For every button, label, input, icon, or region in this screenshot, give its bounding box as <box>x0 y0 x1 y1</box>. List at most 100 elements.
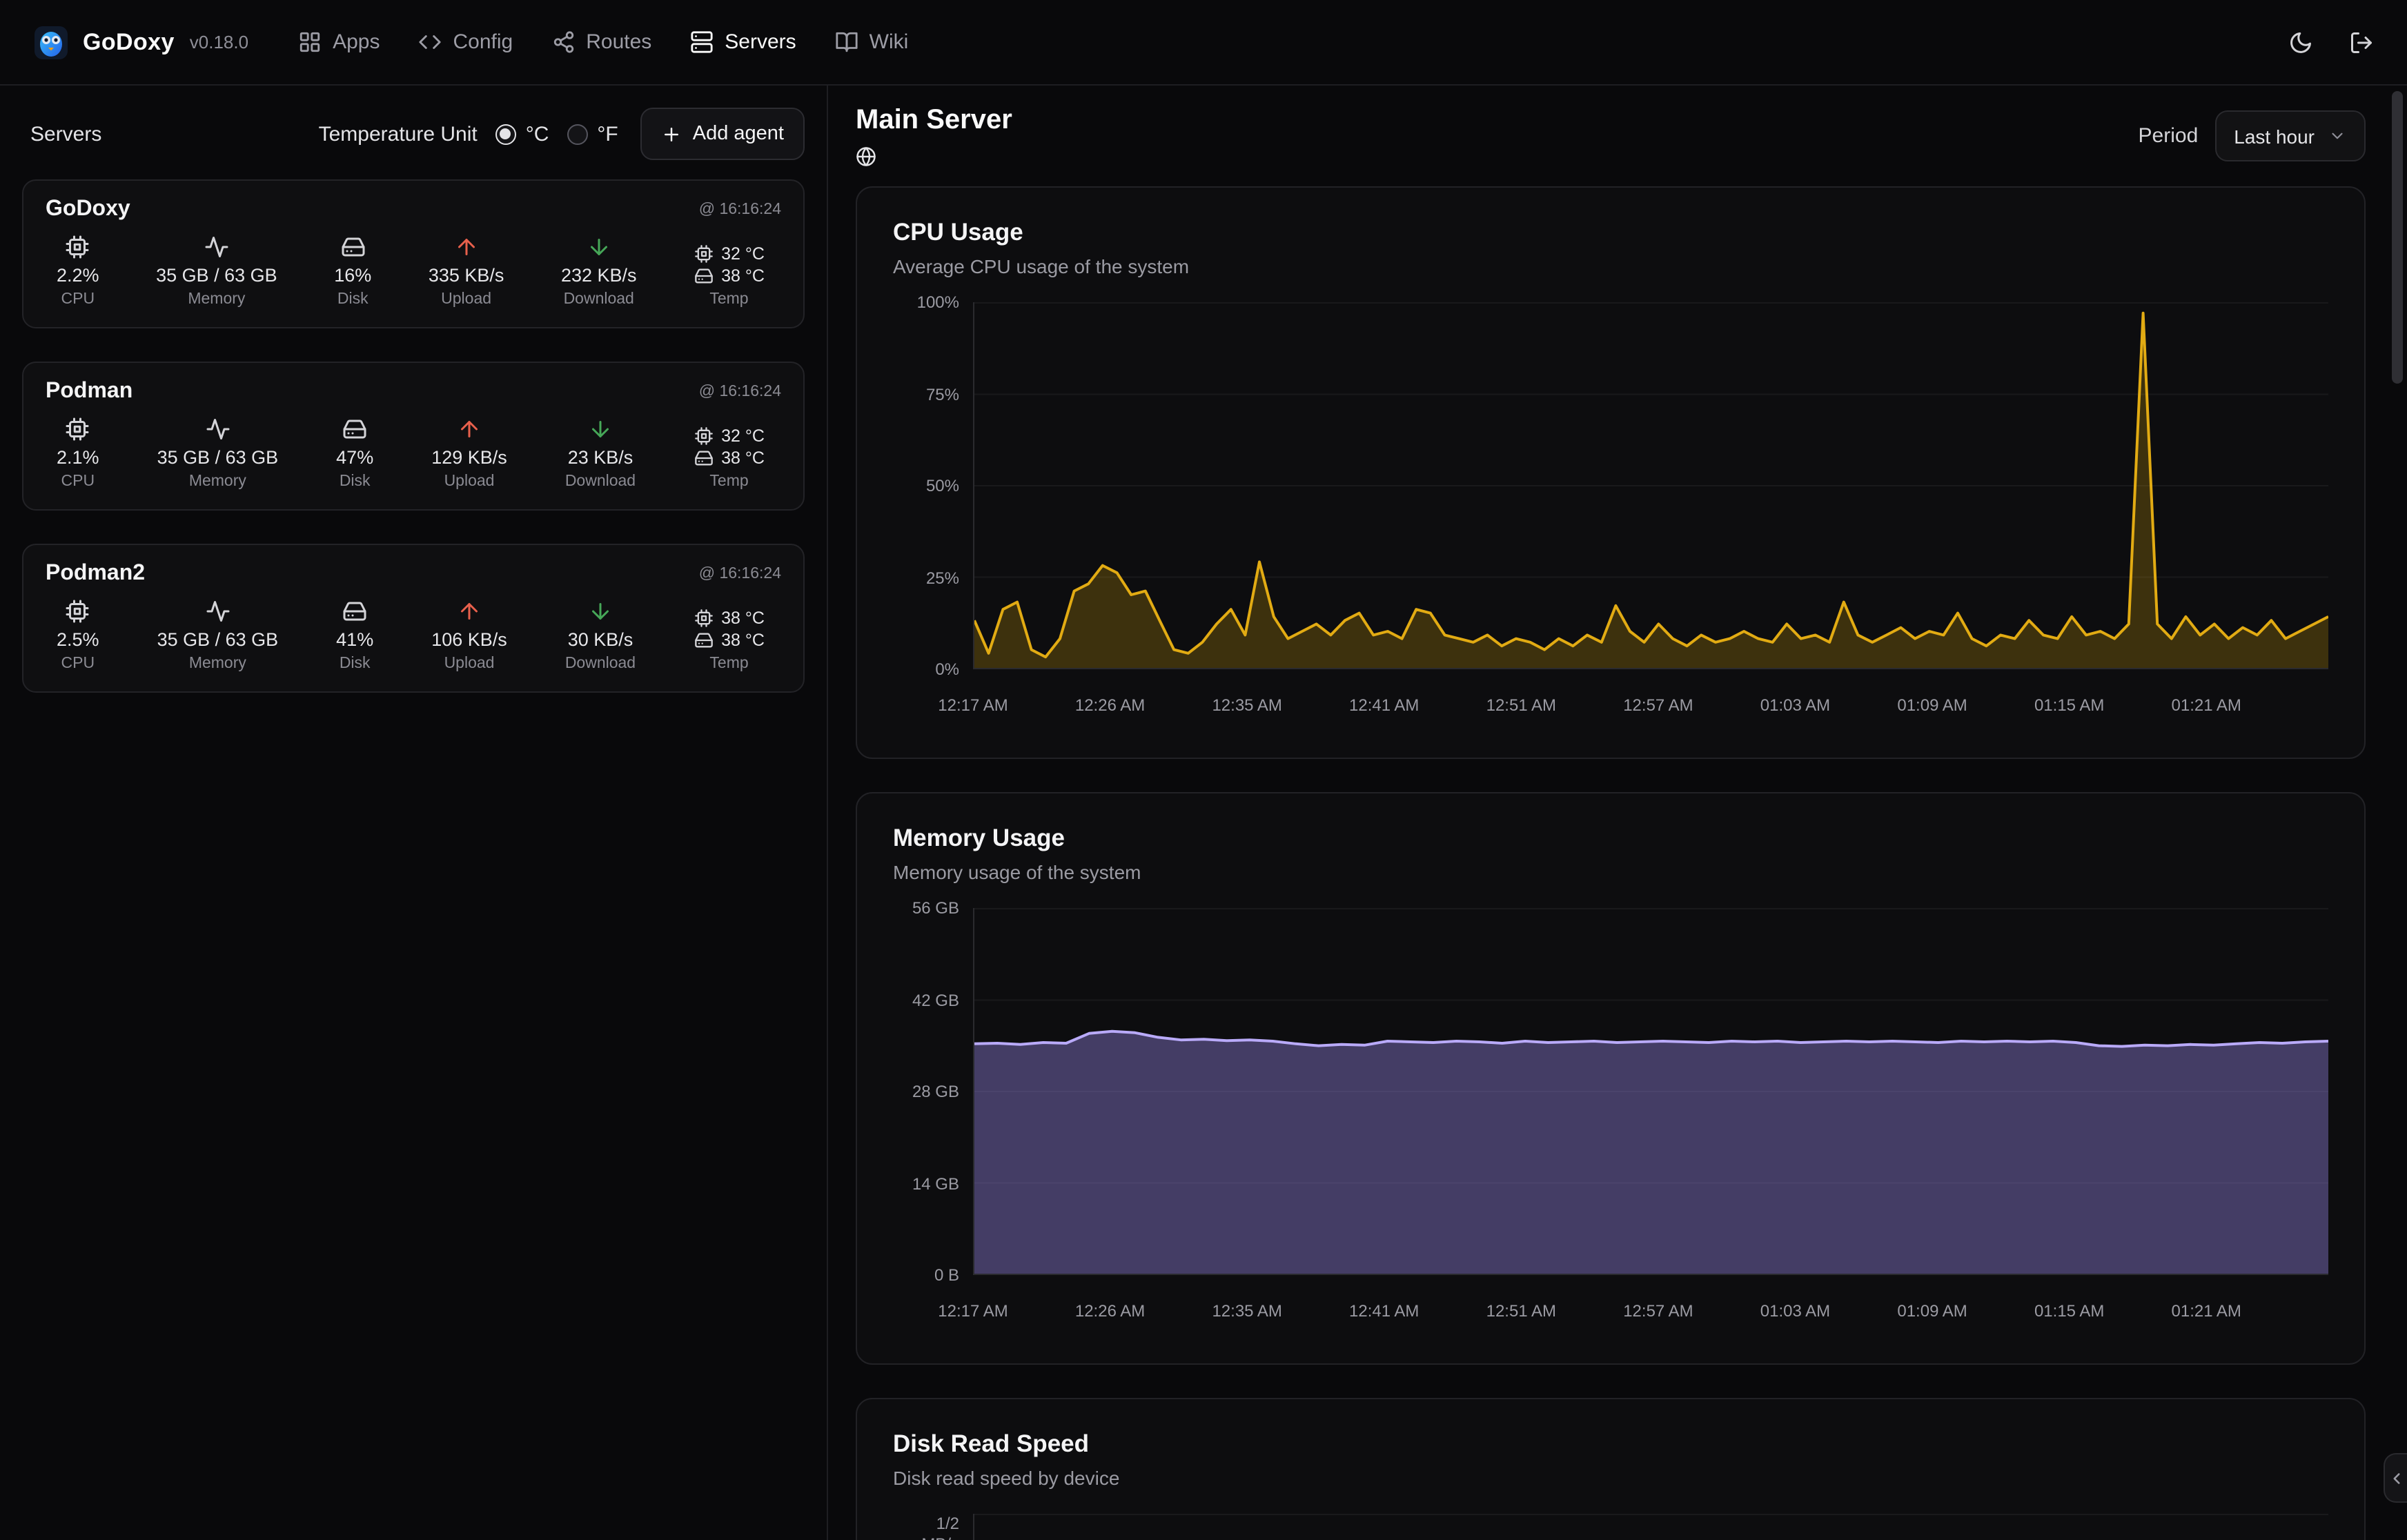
temp-cpu-row: 32 °C <box>694 426 765 446</box>
book-icon <box>836 32 858 52</box>
period-label: Period <box>2138 124 2199 148</box>
theme-toggle-button[interactable] <box>2288 30 2313 55</box>
main-header: Main Server Period Last hour <box>856 105 2366 167</box>
upload-arrow-icon <box>461 421 478 437</box>
radio-dot-fahrenheit <box>567 124 588 144</box>
hard-drive-icon <box>694 268 712 284</box>
stat-temp: 32 °C 38 °C Temp <box>694 426 765 490</box>
memory-activity-icon <box>205 237 228 257</box>
expand-panel-handle[interactable] <box>2384 1453 2407 1503</box>
server-updated-time: @ 16:16:24 <box>698 201 781 218</box>
nav-servers-label: Servers <box>725 30 796 54</box>
code-icon <box>419 35 442 49</box>
moon-icon <box>2290 32 2311 52</box>
temp-label: Temp <box>709 473 749 490</box>
x-axis-labels: 12:17 AM 12:26 AM 12:35 AM 12:41 AM 12:51 AM… <box>938 683 2328 730</box>
page-title: Main Server <box>856 105 1012 135</box>
chart-subtitle: Memory usage of the system <box>893 861 1141 883</box>
temp-disk-value: 38 °C <box>721 448 765 468</box>
memory-plot-area <box>973 908 2328 1275</box>
stat-upload: 335 KB/s Upload <box>429 235 504 308</box>
chart-title: CPU Usage <box>893 218 1023 246</box>
server-card-header: Podman2 @ 16:16:24 <box>46 562 781 586</box>
stat-cpu: 2.2% CPU <box>57 235 99 308</box>
axis-tick: 50% <box>925 476 959 495</box>
stat-disk: 41% Disk <box>336 599 373 672</box>
period-select[interactable]: Last hour <box>2214 110 2366 161</box>
scrollbar-thumb[interactable] <box>2392 91 2403 384</box>
cpu-plot-area <box>973 302 2328 669</box>
nav-routes[interactable]: Routes <box>551 30 651 54</box>
axis-tick: 01:21 AM <box>2171 695 2241 715</box>
download-arrow-icon <box>590 239 607 255</box>
stat-cpu: 2.1% CPU <box>57 417 99 490</box>
globe-icon <box>856 147 876 166</box>
temp-disk-value: 38 °C <box>721 631 765 650</box>
chart-title: Memory Usage <box>893 824 1065 851</box>
axis-tick: MB/s <box>921 1534 959 1540</box>
nav-wiki[interactable]: Wiki <box>835 30 908 54</box>
cpu-icon <box>66 235 90 259</box>
stat-download: 232 KB/s Download <box>561 235 637 308</box>
stat-temp: 38 °C 38 °C Temp <box>694 609 765 672</box>
axis-tick: 01:15 AM <box>2034 1301 2105 1321</box>
temp-rows: 32 °C 38 °C <box>694 426 765 468</box>
stat-upload: 129 KB/s Upload <box>431 417 507 490</box>
add-agent-button[interactable]: Add agent <box>640 108 805 160</box>
nav-config[interactable]: Config <box>419 30 513 54</box>
temperature-radio-celsius[interactable]: °C <box>495 122 549 146</box>
nav-apps[interactable]: Apps <box>298 30 380 54</box>
server-card-podman2[interactable]: Podman2 @ 16:16:24 2.5% CPU 35 GB / 63 GB… <box>22 544 805 693</box>
disk-value: 47% <box>336 447 374 468</box>
disk-value: 41% <box>336 629 374 650</box>
upload-arrow-icon <box>458 239 475 255</box>
axis-tick: 1/2 <box>936 1514 959 1533</box>
disk-label: Disk <box>339 473 371 490</box>
logout-button[interactable] <box>2349 30 2374 55</box>
routes-network-icon <box>553 31 573 53</box>
stat-download: 30 KB/s Download <box>565 599 636 672</box>
top-actions <box>2288 30 2374 55</box>
main-title-block: Main Server <box>856 105 1012 167</box>
download-label: Download <box>563 291 634 308</box>
axis-tick: 100% <box>916 293 959 312</box>
cpu-label: CPU <box>61 655 95 672</box>
cpu-value: 2.1% <box>57 447 99 468</box>
main-content: Main Server Period Last hour CPU Usage A… <box>828 86 2407 1540</box>
sidebar-header: Servers Temperature Unit °C °F Add agent <box>22 105 805 163</box>
cpu-icon <box>66 417 90 441</box>
nav-servers[interactable]: Servers <box>690 30 796 54</box>
server-card-list: GoDoxy @ 16:16:24 2.2% CPU 35 GB / 63 GB M… <box>22 179 805 693</box>
period-control: Period Last hour <box>2139 110 2366 161</box>
temp-cpu-value: 38 °C <box>721 609 765 628</box>
server-updated-time: @ 16:16:24 <box>698 384 781 400</box>
memory-usage-card: Memory Usage Memory usage of the system … <box>856 792 2366 1365</box>
memory-activity-icon <box>206 601 229 622</box>
server-card-godoxy[interactable]: GoDoxy @ 16:16:24 2.2% CPU 35 GB / 63 GB M… <box>22 179 805 328</box>
y-axis-labels: 100% 75% 50% 25% 0% <box>893 293 973 679</box>
temp-cpu-value: 32 °C <box>721 426 765 446</box>
server-updated-time: @ 16:16:24 <box>698 566 781 582</box>
stat-disk: 16% Disk <box>334 235 371 308</box>
temp-disk-row: 38 °C <box>694 631 765 650</box>
upload-label: Upload <box>444 655 495 672</box>
axis-tick: 12:41 AM <box>1349 695 1419 715</box>
plus-icon <box>664 127 678 141</box>
axis-tick: 01:09 AM <box>1897 695 1967 715</box>
stat-temp: 32 °C 38 °C Temp <box>694 244 765 308</box>
axis-tick: 12:26 AM <box>1074 1301 1146 1321</box>
page-scrollbar[interactable] <box>2390 88 2404 1537</box>
temp-cpu-value: 32 °C <box>721 244 765 264</box>
memory-label: Memory <box>188 655 246 672</box>
chart-subtitle: Average CPU usage of the system <box>893 255 1190 277</box>
server-card-podman[interactable]: Podman @ 16:16:24 2.1% CPU 35 GB / 63 GB M… <box>22 362 805 511</box>
chart-subtitle: Disk read speed by device <box>893 1467 1120 1489</box>
cpu-icon <box>66 600 90 623</box>
stat-download: 23 KB/s Download <box>565 417 636 490</box>
fahrenheit-label: °F <box>597 122 618 146</box>
layout: Servers Temperature Unit °C °F Add agent… <box>0 86 2407 1540</box>
server-card-header: Podman @ 16:16:24 <box>46 379 781 404</box>
temperature-radio-fahrenheit[interactable]: °F <box>567 122 618 146</box>
memory-value: 35 GB / 63 GB <box>157 447 279 468</box>
servers-sidebar: Servers Temperature Unit °C °F Add agent… <box>0 86 828 1540</box>
